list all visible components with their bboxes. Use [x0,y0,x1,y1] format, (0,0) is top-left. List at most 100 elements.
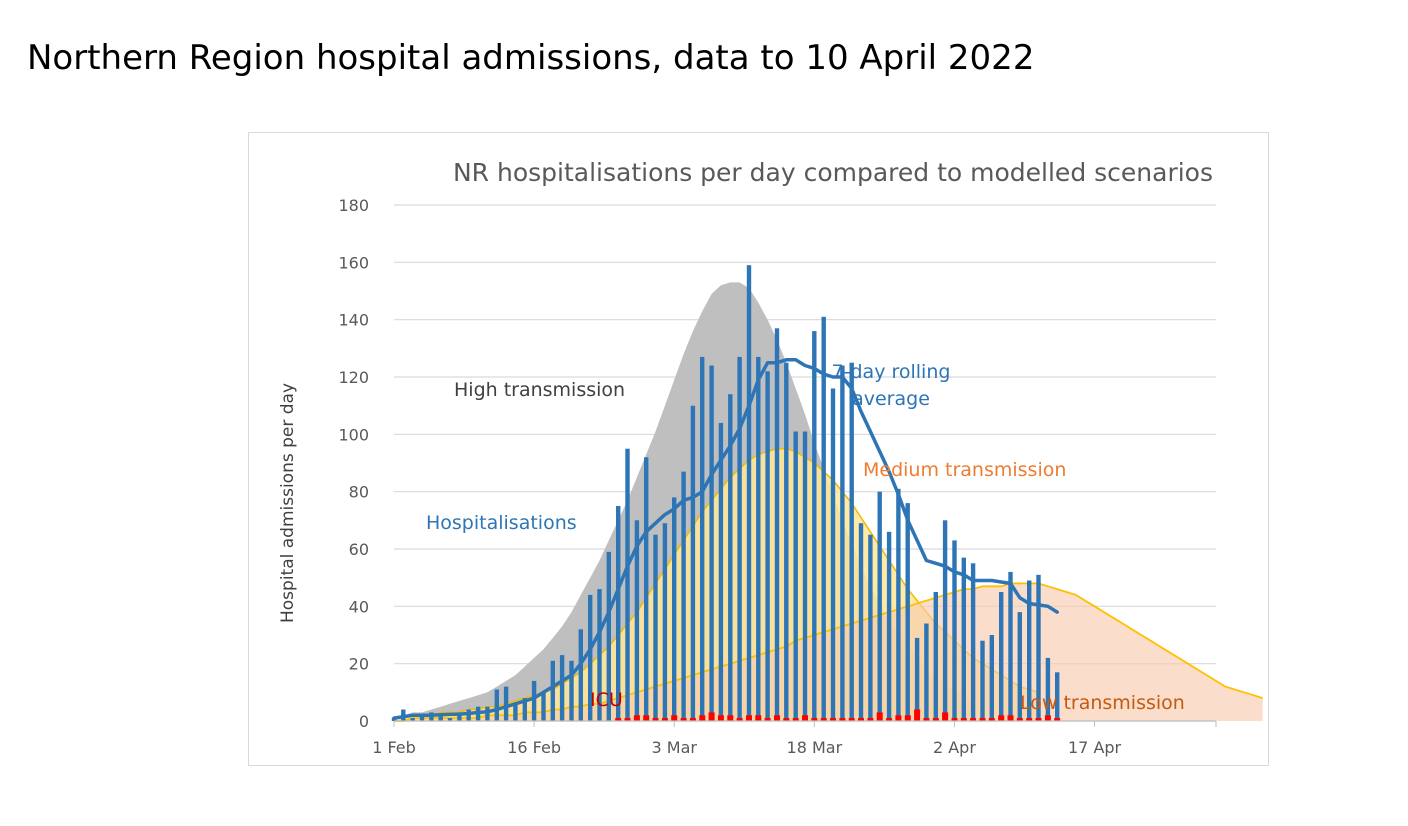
x-tick-label: 17 Apr [1068,738,1122,757]
icu-label: ICU [590,689,623,711]
hospitalisation-bar [886,531,892,721]
hospitalisation-bar [662,523,668,721]
x-tick-label: 2 Apr [933,738,976,757]
hospitalisation-bar [522,698,527,721]
hospitalisation-bar [1027,580,1032,721]
hospitalisation-bar [746,265,752,721]
icu-bar [895,715,902,721]
icu-bar [867,718,874,721]
hospitalisation-bar [1055,672,1060,721]
hospitalisation-bar [1008,571,1013,721]
icu-bar [736,718,743,721]
chart-frame [248,132,1269,766]
hospitalisation-bar [849,362,854,721]
y-tick-label: 20 [349,655,369,674]
icu-bar [689,718,696,721]
icu-bar [979,718,986,721]
icu-bar [1035,718,1042,721]
icu-bar [633,715,640,721]
icu-bar [764,718,771,721]
hospitalisation-bar [634,520,640,721]
hospitalisation-bar [550,660,555,721]
x-tick-label: 1 Feb [372,738,416,757]
y-tick-label: 60 [349,540,369,559]
hospitalisation-bar [616,506,621,721]
icu-bar [774,715,780,721]
hospitalisation-bar [980,640,985,721]
hospitalisation-bar [952,540,957,721]
hospitalisation-bar [690,405,696,721]
icu-bar [699,715,706,721]
icu-bar [988,718,995,721]
hospitalisation-bar [681,471,686,721]
icu-bar [904,715,911,721]
hospitalisation-bar [961,557,966,721]
hospitalisation-bar [672,497,677,721]
hospitalisation-bar [410,718,415,721]
icu-bar [932,718,939,721]
rolling-average-line [392,358,1059,720]
low-transmission-label: Low transmission [1020,692,1185,714]
hospitalisation-bar [877,491,882,721]
hospitalisation-bar [933,592,938,721]
y-tick-label: 0 [359,712,369,731]
hospitalisation-bar [774,328,780,721]
hospitalisation-bar [597,589,602,721]
x-tick-label: 3 Mar [652,738,698,757]
hospitalisation-bar [485,706,490,721]
hospitalisation-bar [896,488,901,721]
hospitalisation-bar [718,422,724,721]
x-tick-label: 18 Mar [787,738,843,757]
hospitalisation-bar [989,635,994,721]
y-tick-label: 180 [338,196,369,215]
icu-bar [783,718,790,721]
medium-transmission-label: Medium transmission [863,459,1066,481]
hospitalisation-bar [644,457,649,721]
icu-bar [839,718,846,721]
icu-bar [746,715,752,721]
hospitalisation-bar [419,715,425,721]
rolling-average-label: 7-day rolling [832,361,951,383]
icu-bar [811,718,818,721]
y-tick-label: 140 [338,311,369,330]
icu-bar [727,715,734,721]
hospitalisation-bar [737,356,742,721]
hospitalisation-bar [728,394,733,721]
icu-bar [998,715,1005,721]
hospitalisation-bar [700,356,705,721]
hospitalisation-bar [494,689,499,721]
icu-bar [792,718,799,721]
y-tick-label: 120 [338,368,369,387]
icu-bar [1016,718,1023,721]
hospitalisation-bar [578,629,583,721]
hospitalisation-bar [914,637,920,721]
hospitalisation-bar [970,563,976,721]
hospitalisation-bar [784,362,789,721]
hospitalisation-bar [1017,612,1022,721]
low-transmission-line [394,582,1263,722]
icu-bar [661,718,668,721]
hospitalisations-label: Hospitalisations [426,512,577,534]
icu-bar [858,718,864,721]
icu-bar [1007,715,1014,721]
y-tick-label: 40 [349,597,369,616]
hospitalisation-bar [531,680,537,721]
hospitalisation-bar [625,448,630,721]
hospitalisation-bar [840,365,845,721]
low-transmission-area [394,583,1263,721]
y-tick-label: 160 [338,253,369,272]
hospitalisation-bar [438,715,443,721]
hospitalisation-bar [756,356,761,721]
hospitalisation-bar [447,718,453,721]
icu-bar [680,718,687,721]
icu-bar [755,715,762,721]
x-tick-label: 16 Feb [507,738,561,757]
icu-bar [886,718,893,721]
hospitalisation-bar [653,534,658,721]
hospitalisation-bar [1036,574,1041,721]
high-transmission-label: High transmission [454,379,625,401]
chart-title: NR hospitalisations per day compared to … [453,158,1213,187]
hospitalisation-bar [858,523,864,721]
icu-bar [643,715,650,721]
